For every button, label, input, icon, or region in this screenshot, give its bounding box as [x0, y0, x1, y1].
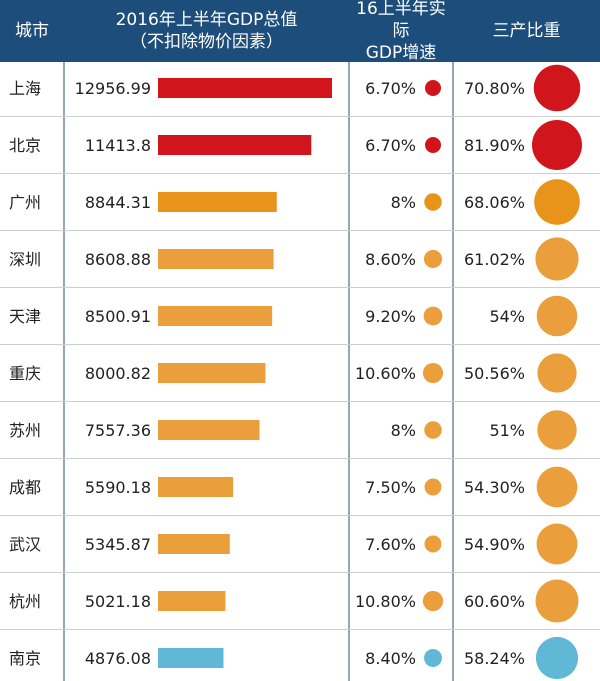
- tertiary-value-label: 81.90%: [464, 136, 525, 155]
- tertiary-value-label: 61.02%: [464, 250, 525, 269]
- tertiary-bubble: [537, 410, 577, 450]
- city-label: 北京: [9, 136, 41, 155]
- gdp-bar: [158, 249, 274, 269]
- tertiary-bubble: [535, 579, 579, 623]
- tertiary-value-label: 60.60%: [464, 592, 525, 611]
- tertiary-value-label: 51%: [489, 421, 525, 440]
- gdp-bar: [158, 648, 224, 668]
- city-label: 成都: [9, 478, 41, 497]
- gdp-value-label: 7557.36: [85, 421, 151, 440]
- header-tertiary: 三产比重: [453, 0, 600, 62]
- header-tertiary-label: 三产比重: [492, 21, 561, 41]
- header-gdp-line1: 2016年上半年GDP总值: [115, 10, 298, 30]
- city-label: 重庆: [9, 364, 41, 383]
- header-city: 城市: [0, 0, 64, 62]
- gdp-bar: [158, 135, 312, 155]
- growth-value-label: 10.60%: [355, 364, 416, 383]
- tertiary-bubble: [532, 120, 582, 170]
- city-label: 武汉: [9, 535, 41, 554]
- tertiary-value-label: 54.90%: [464, 535, 525, 554]
- tertiary-bubble: [534, 179, 580, 225]
- growth-dot: [425, 80, 441, 96]
- growth-value-label: 8%: [391, 193, 416, 212]
- gdp-value-label: 11413.8: [85, 136, 151, 155]
- growth-dot: [424, 421, 442, 439]
- gdp-value-label: 5021.18: [85, 592, 151, 611]
- city-label: 深圳: [9, 250, 41, 269]
- growth-value-label: 8.40%: [365, 649, 416, 668]
- city-label: 天津: [9, 307, 41, 326]
- growth-value-label: 7.60%: [365, 535, 416, 554]
- gdp-value-label: 8500.91: [85, 307, 151, 326]
- growth-value-label: 7.50%: [365, 478, 416, 497]
- growth-dot: [423, 249, 443, 269]
- growth-value-label: 6.70%: [365, 136, 416, 155]
- growth-value-label: 8.60%: [365, 250, 416, 269]
- tertiary-bubble: [535, 636, 579, 680]
- gdp-bar: [158, 363, 266, 383]
- gdp-value-label: 4876.08: [85, 649, 151, 668]
- tertiary-bubble: [535, 237, 579, 281]
- growth-dot: [424, 535, 442, 553]
- growth-value-label: 10.80%: [355, 592, 416, 611]
- growth-dot: [423, 306, 443, 326]
- header-growth-line1: 16上半年实际: [356, 0, 446, 41]
- growth-dot: [424, 649, 442, 667]
- gdp-value-label: 8844.31: [85, 193, 151, 212]
- gdp-bar: [158, 192, 277, 212]
- gdp-value-label: 8608.88: [85, 250, 151, 269]
- growth-dot: [425, 137, 441, 153]
- gdp-bar: [158, 534, 230, 554]
- growth-value-label: 8%: [391, 421, 416, 440]
- gdp-value-label: 12956.99: [75, 79, 151, 98]
- city-label: 苏州: [9, 421, 41, 440]
- growth-dot: [422, 362, 444, 384]
- growth-dot: [424, 193, 442, 211]
- tertiary-bubble: [536, 295, 578, 337]
- header-growth-line2: GDP增速: [365, 43, 437, 63]
- growth-value-label: 6.70%: [365, 79, 416, 98]
- gdp-value-label: 5590.18: [85, 478, 151, 497]
- tertiary-value-label: 70.80%: [464, 79, 525, 98]
- tertiary-value-label: 58.24%: [464, 649, 525, 668]
- gdp-bar: [158, 591, 226, 611]
- gdp-bar: [158, 78, 332, 98]
- tertiary-value-label: 54.30%: [464, 478, 525, 497]
- tertiary-bubble: [536, 523, 578, 565]
- header-growth: 16上半年实际 GDP增速: [349, 0, 453, 63]
- tertiary-value-label: 50.56%: [464, 364, 525, 383]
- tertiary-value-label: 68.06%: [464, 193, 525, 212]
- header-city-label: 城市: [15, 21, 49, 41]
- tertiary-value-label: 54%: [489, 307, 525, 326]
- gdp-bar: [158, 306, 273, 326]
- gdp-bar: [158, 477, 234, 497]
- growth-dot: [424, 478, 442, 496]
- city-label: 杭州: [9, 592, 41, 611]
- header-gdp-line2: （不扣除物价因素）: [130, 32, 283, 52]
- chart-body: 上海 12956.99 6.70% 70.80% 北京 11413.8 6.70% 81.90…: [0, 62, 600, 681]
- gdp-value-label: 5345.87: [85, 535, 151, 554]
- growth-value-label: 9.20%: [365, 307, 416, 326]
- tertiary-bubble: [537, 353, 577, 393]
- header-gdp: 2016年上半年GDP总值 （不扣除物价因素）: [64, 0, 349, 62]
- city-label: 南京: [9, 649, 41, 668]
- tertiary-bubble: [536, 466, 578, 508]
- gdp-bar: [158, 420, 260, 440]
- gdp-value-label: 8000.82: [85, 364, 151, 383]
- growth-dot: [422, 590, 444, 612]
- tertiary-bubble: [533, 64, 581, 112]
- city-label: 上海: [9, 79, 41, 98]
- table-header: 城市 2016年上半年GDP总值 （不扣除物价因素） 16上半年实际 GDP增速…: [0, 0, 600, 63]
- city-label: 广州: [9, 193, 41, 212]
